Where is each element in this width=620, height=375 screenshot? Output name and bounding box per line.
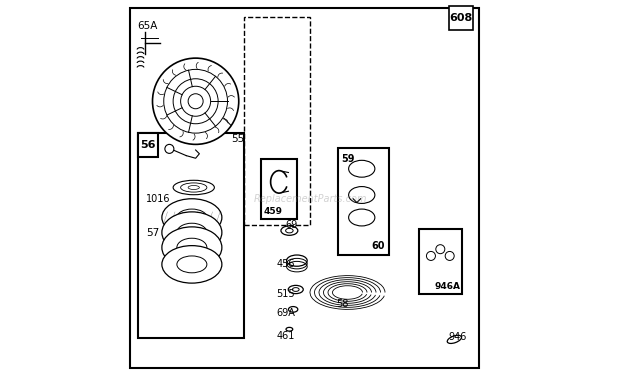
Bar: [338, 148, 389, 255]
Ellipse shape: [162, 212, 222, 253]
Text: 946A: 946A: [434, 282, 460, 291]
Circle shape: [165, 144, 174, 153]
Text: 57: 57: [146, 228, 159, 237]
Ellipse shape: [288, 285, 303, 294]
Text: 456: 456: [277, 260, 294, 269]
Bar: [418, 229, 462, 294]
Text: 65A: 65A: [138, 21, 158, 31]
Bar: [138, 133, 158, 158]
Circle shape: [153, 58, 239, 144]
Text: 55: 55: [231, 134, 244, 144]
Text: 946: 946: [449, 333, 467, 342]
Ellipse shape: [447, 335, 461, 344]
Ellipse shape: [162, 199, 222, 236]
Text: 1016: 1016: [146, 194, 170, 204]
Text: ReplacementParts.com: ReplacementParts.com: [253, 194, 367, 204]
Ellipse shape: [162, 246, 222, 283]
Text: 515: 515: [277, 290, 295, 299]
Text: 69A: 69A: [277, 308, 295, 318]
Ellipse shape: [288, 307, 298, 312]
Ellipse shape: [286, 255, 307, 266]
Bar: [244, 17, 310, 225]
Ellipse shape: [162, 227, 222, 268]
Text: 58: 58: [336, 299, 348, 309]
Bar: [138, 133, 244, 338]
Text: 60: 60: [371, 241, 385, 251]
Text: 608: 608: [450, 13, 472, 23]
Ellipse shape: [286, 327, 293, 331]
Bar: [449, 6, 473, 30]
Text: 461: 461: [277, 331, 294, 340]
Text: 459: 459: [263, 207, 282, 216]
Text: 59: 59: [341, 154, 354, 164]
Text: 69: 69: [286, 220, 298, 230]
Bar: [261, 159, 297, 219]
Ellipse shape: [281, 226, 298, 236]
Text: 56: 56: [140, 140, 156, 150]
